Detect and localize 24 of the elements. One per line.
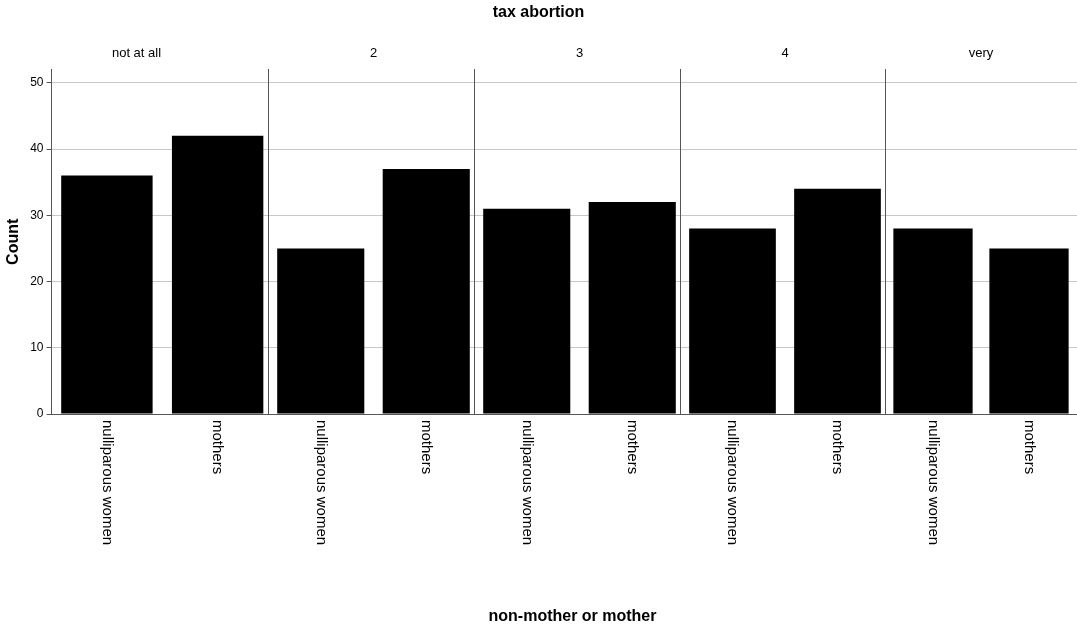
- chart-title: very: [968, 45, 994, 61]
- y-tick-label: 20: [30, 273, 44, 288]
- chart-title: 3: [575, 45, 584, 61]
- x-tick-label: mothers: [625, 420, 643, 475]
- x-tick-label: nulliparous women: [313, 420, 331, 546]
- chart-title: 4: [781, 45, 789, 61]
- x-tick-label: nulliparous women: [925, 420, 943, 546]
- x-tick-label: nulliparous women: [725, 420, 743, 546]
- y-tick-label: 10: [30, 340, 44, 355]
- x-tick-label: mothers: [1021, 420, 1039, 475]
- y-tick-label: 0: [36, 406, 44, 421]
- text: tax abortion: [491, 3, 586, 21]
- y-tick-label: 50: [30, 75, 44, 90]
- chart-title: 2: [369, 45, 378, 61]
- y-axis-title: Count: [4, 218, 22, 265]
- x-tick-label: mothers: [830, 420, 848, 475]
- x-tick-label: mothers: [419, 420, 437, 475]
- y-tick-label: 30: [30, 207, 44, 222]
- y-tick-label: 40: [30, 141, 44, 156]
- x-axis-title: non-mother or mother: [487, 607, 658, 625]
- chart-title: not at all: [111, 45, 162, 61]
- x-tick-label: nulliparous women: [99, 420, 117, 546]
- x-tick-label: mothers: [210, 420, 228, 475]
- x-tick-label: nulliparous women: [519, 420, 537, 546]
